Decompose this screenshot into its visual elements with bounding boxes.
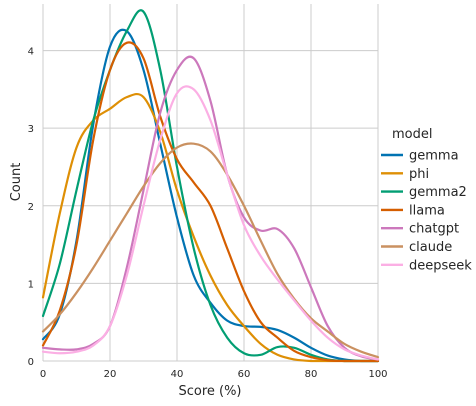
legend: model gemma phi gemma2 llama chatgpt claude de… (381, 127, 472, 273)
series-line-gemma (41, 28, 380, 363)
y-tick-label: 4 (28, 47, 34, 58)
legend-label-phi: phi (409, 167, 429, 182)
legend-label-gemma: gemma (409, 149, 459, 164)
x-tick-labels: 0 20 40 60 80 100 (40, 369, 388, 380)
y-tick-labels: 0 1 2 3 4 (28, 47, 34, 368)
legend-label-claude: claude (409, 240, 452, 255)
x-tick-label: 0 (40, 369, 46, 380)
series-lines (41, 9, 380, 363)
legend-label-gemma2: gemma2 (409, 185, 467, 200)
y-tick-label: 2 (28, 202, 34, 213)
series-line-llama (41, 41, 380, 363)
x-tick-label: 40 (171, 369, 184, 380)
x-tick-label: 100 (368, 369, 387, 380)
y-axis-label: Count (9, 163, 24, 202)
x-tick-label: 20 (104, 369, 117, 380)
x-tick-label: 80 (305, 369, 318, 380)
y-tick-label: 3 (28, 124, 34, 135)
series-line-claude (41, 142, 380, 359)
legend-label-llama: llama (409, 203, 445, 218)
series-line-deepseek (41, 85, 380, 361)
x-axis-label: Score (%) (178, 384, 241, 399)
legend-label-deepseek: deepseek (409, 258, 472, 273)
series-line-gemma2 (41, 9, 380, 363)
y-tick-label: 0 (28, 357, 34, 368)
y-tick-label: 1 (28, 279, 34, 290)
legend-label-chatgpt: chatgpt (409, 222, 459, 237)
legend-title: model (392, 127, 432, 142)
x-tick-label: 60 (238, 369, 251, 380)
